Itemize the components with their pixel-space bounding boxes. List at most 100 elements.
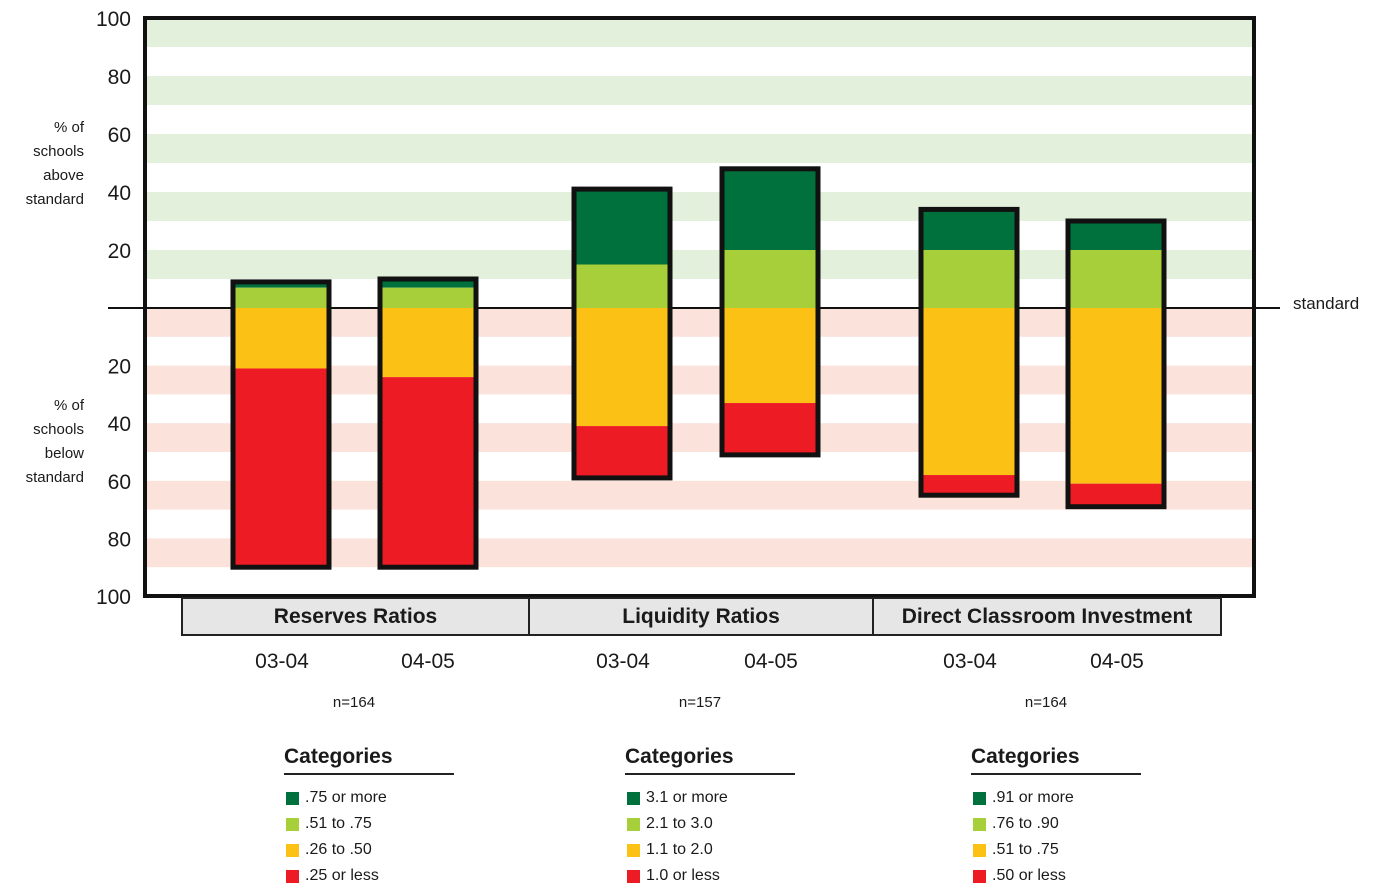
legend-item: .75 or more: [284, 785, 454, 811]
sample-size-label: n=164: [332, 694, 376, 711]
y-tick-label: 60: [108, 471, 131, 494]
legend-item: .51 to .75: [971, 837, 1141, 863]
legend-label: .50 or less: [992, 867, 1066, 884]
below-standard-label: % of schools below standard: [25, 397, 84, 486]
legend-swatch: [627, 843, 640, 857]
legend-swatch: [627, 791, 640, 805]
sample-size-label: n=164: [1024, 694, 1068, 711]
legend-item: .26 to .50: [284, 837, 454, 863]
legend-swatch: [286, 843, 299, 857]
legend-direct-classroom: Categories .91 or more .76 to .90 .51 to…: [971, 745, 1141, 889]
legend-label: .51 to .75: [305, 815, 372, 832]
y-tick-label: 20: [108, 240, 131, 263]
bar-segment: [921, 209, 1017, 250]
category-direct-classroom-investment: Direct Classroom Investment: [872, 597, 1222, 636]
legend-swatch: [973, 791, 986, 805]
bar-segment: [574, 264, 670, 308]
band-above: [145, 18, 1254, 47]
above-standard-label: % of schools above standard: [25, 119, 84, 208]
bar-segment: [1068, 483, 1164, 507]
standard-label: standard: [1293, 294, 1360, 313]
bar-segment: [1068, 308, 1164, 484]
legend-swatch: [973, 817, 986, 831]
legend-label: .76 to .90: [992, 815, 1059, 832]
legend-label: .91 or more: [992, 789, 1074, 806]
legend-swatch: [973, 843, 986, 857]
legend-label: 3.1 or more: [646, 789, 728, 806]
legend-swatch: [286, 869, 299, 883]
legend-label: 1.0 or less: [646, 867, 720, 884]
legend-item: .51 to .75: [284, 811, 454, 837]
bar-segment: [722, 250, 818, 308]
bar-outline: [230, 279, 332, 570]
bar-segment: [722, 403, 818, 455]
y-tick-label: 40: [108, 413, 131, 436]
legend-label: .51 to .75: [992, 841, 1059, 858]
bar-segment: [233, 368, 329, 568]
period-label: 03-04: [596, 650, 650, 673]
legend-liquidity: Categories 3.1 or more 2.1 to 3.0 1.1 to…: [625, 745, 795, 889]
bar-outline: [719, 166, 821, 458]
legend-title: Categories: [284, 745, 454, 775]
y-tick-label: 80: [108, 66, 131, 89]
legend-swatch: [627, 817, 640, 831]
bar-segment: [1068, 250, 1164, 308]
legend-item: 3.1 or more: [625, 785, 795, 811]
legend-item: 1.1 to 2.0: [625, 837, 795, 863]
bar-segment: [574, 308, 670, 427]
legend-label: .26 to .50: [305, 841, 372, 858]
band-above: [145, 76, 1254, 105]
period-label: 04-05: [1090, 650, 1144, 673]
bar-segment: [722, 308, 818, 404]
legend-label: 2.1 to 3.0: [646, 815, 713, 832]
bar-segment: [233, 287, 329, 308]
period-label: 04-05: [401, 650, 455, 673]
bar-outline: [377, 276, 479, 570]
legend-item: .76 to .90: [971, 811, 1141, 837]
bar-outline: [918, 206, 1020, 498]
bar-segment: [574, 426, 670, 478]
period-label: 03-04: [943, 650, 997, 673]
bar-segment: [574, 189, 670, 265]
legend-title: Categories: [625, 745, 795, 775]
y-tick-label: 100: [96, 8, 131, 31]
legend-label: 1.1 to 2.0: [646, 841, 713, 858]
bar-segment: [380, 377, 476, 568]
legend-swatch: [286, 791, 299, 805]
legend-reserves: Categories .75 or more .51 to .75 .26 to…: [284, 745, 454, 889]
legend-item: .50 or less: [971, 863, 1141, 889]
bar-segment: [1068, 221, 1164, 250]
legend-swatch: [973, 869, 986, 883]
period-label: 04-05: [744, 650, 798, 673]
legend-swatch: [627, 869, 640, 883]
bar-segment: [921, 475, 1017, 496]
legend-title: Categories: [971, 745, 1141, 775]
bar-segment: [380, 287, 476, 308]
bar-segment: [380, 279, 476, 288]
legend-swatch: [286, 817, 299, 831]
legend-label: .75 or more: [305, 789, 387, 806]
category-liquidity-ratios: Liquidity Ratios: [528, 597, 874, 636]
band-above: [145, 134, 1254, 163]
sample-size-label: n=157: [678, 694, 722, 711]
y-tick-label: 40: [108, 182, 131, 205]
legend-item: 1.0 or less: [625, 863, 795, 889]
bar-segment: [921, 308, 1017, 476]
bar-segment: [921, 250, 1017, 308]
bar-segment: [722, 168, 818, 250]
period-label: 03-04: [255, 650, 309, 673]
legend-item: .25 or less: [284, 863, 454, 889]
category-reserves-ratios: Reserves Ratios: [181, 597, 530, 636]
bar-outline: [1065, 218, 1167, 510]
bar-outline: [571, 186, 673, 481]
bar-segment: [233, 308, 329, 369]
legend-label: .25 or less: [305, 867, 379, 884]
y-tick-label: 100: [96, 586, 131, 609]
bar-segment: [380, 308, 476, 378]
y-tick-label: 80: [108, 528, 131, 551]
legend-item: 2.1 to 3.0: [625, 811, 795, 837]
y-tick-label: 60: [108, 124, 131, 147]
y-tick-label: 20: [108, 356, 131, 379]
legend-item: .91 or more: [971, 785, 1141, 811]
